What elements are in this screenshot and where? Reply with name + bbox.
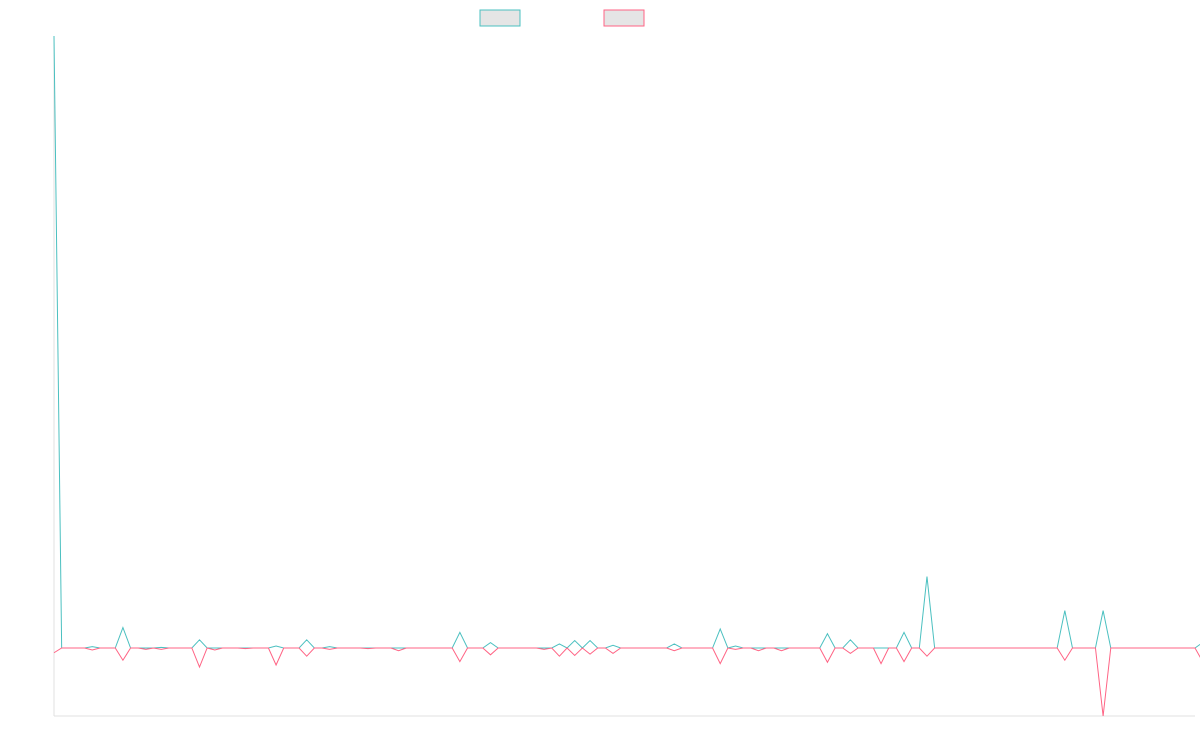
legend [479, 9, 645, 27]
series-line-1 [53, 35, 1200, 649]
series-layer [53, 35, 1200, 717]
legend-swatch-2[interactable] [603, 9, 645, 27]
legend-swatch-1[interactable] [479, 9, 521, 27]
series-line-2 [53, 647, 1200, 717]
axes [53, 36, 1195, 717]
